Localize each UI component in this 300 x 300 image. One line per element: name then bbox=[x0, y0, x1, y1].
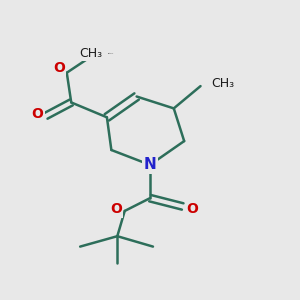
Text: O: O bbox=[186, 202, 198, 216]
Text: O: O bbox=[32, 107, 44, 121]
Text: CH₃: CH₃ bbox=[211, 76, 234, 90]
Text: CH₃: CH₃ bbox=[79, 47, 102, 60]
Text: methoxy: methoxy bbox=[108, 53, 114, 54]
Text: O: O bbox=[53, 61, 65, 75]
Text: O: O bbox=[110, 202, 122, 216]
Text: N: N bbox=[144, 158, 156, 172]
